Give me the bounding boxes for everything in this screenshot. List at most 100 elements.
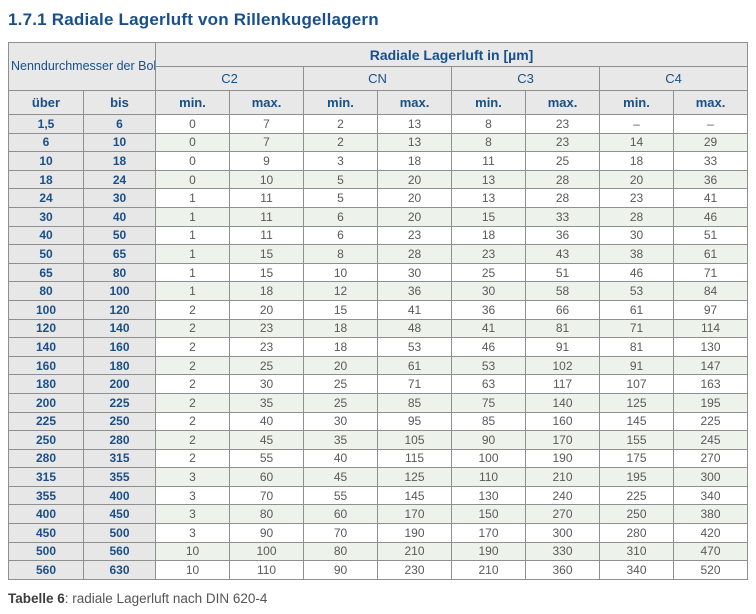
cell-to: 40: [82, 206, 157, 227]
value-cell: 28: [377, 244, 453, 264]
value-cell: 61: [599, 299, 675, 320]
value-cell: 23: [377, 225, 453, 246]
value-cell: 170: [377, 504, 453, 525]
value-cell: 61: [377, 355, 453, 376]
caption-label: Tabelle 6: [8, 590, 65, 606]
value-cell: 190: [377, 523, 453, 543]
value-cell: 45: [303, 467, 379, 487]
value-cell: 245: [673, 430, 749, 450]
table-row: 315 355 3 60 45 125 110 210 195 300: [8, 467, 749, 487]
cell-over: 50: [8, 244, 84, 264]
value-cell: 71: [599, 318, 675, 339]
value-cell: 13: [451, 188, 527, 208]
value-cell: 340: [673, 485, 749, 506]
value-cell: 35: [303, 430, 379, 450]
cell-over: 250: [8, 430, 84, 450]
value-cell: 1: [155, 244, 231, 264]
caption-text: : radiale Lagerluft nach DIN 620-4: [64, 590, 268, 606]
value-cell: 25: [229, 355, 305, 376]
value-cell: 0: [155, 169, 231, 190]
cell-to: 10: [82, 132, 157, 153]
value-cell: 100: [451, 448, 527, 469]
table-header: Nenndurchmesser der Bohrung d [mm] Radia…: [7, 42, 749, 115]
value-cell: 29: [673, 132, 749, 153]
cell-to: 180: [82, 355, 157, 376]
value-cell: 420: [673, 523, 749, 543]
header-c3-min: min.: [451, 90, 527, 115]
value-cell: 280: [599, 523, 675, 543]
table-row: 180 200 2 30 25 71 63 117 107 163: [8, 374, 749, 394]
cell-to: 65: [82, 244, 157, 264]
value-cell: 23: [451, 244, 527, 264]
value-cell: 9: [229, 151, 305, 171]
cell-over: 560: [8, 560, 84, 580]
value-cell: 3: [155, 485, 231, 506]
value-cell: 210: [377, 541, 453, 562]
table-row: 1,5 6 0 7 2 13 8 23– –: [8, 114, 749, 134]
value-cell: 18: [451, 225, 527, 246]
value-cell: 41: [377, 299, 453, 320]
value-cell: 25: [525, 151, 601, 171]
table-row: 280 315 2 55 40 115 100 190 175 270: [8, 448, 749, 469]
value-cell: 48: [377, 318, 453, 339]
table-row: 120 140 2 23 18 48 41 81 71 114: [8, 318, 749, 339]
cell-to: 250: [82, 411, 157, 432]
table-row: 400 450 3 80 60 170 150 270 250 380: [8, 504, 749, 525]
value-cell: 2: [155, 411, 231, 432]
value-cell: 175: [599, 448, 675, 469]
value-cell: 30: [377, 262, 453, 283]
header-cn-max: max.: [377, 90, 453, 115]
value-cell: 81: [525, 318, 601, 339]
cell-over: 355: [8, 485, 84, 506]
value-cell: 20: [377, 169, 453, 190]
value-cell: 3: [155, 523, 231, 543]
value-cell: 11: [451, 151, 527, 171]
cell-to: 450: [82, 504, 157, 525]
value-cell: 7: [229, 132, 305, 153]
value-cell: 110: [451, 467, 527, 487]
value-cell: 97: [673, 299, 749, 320]
value-cell: 10: [155, 541, 231, 562]
value-cell: 0: [155, 114, 231, 134]
value-cell: 30: [599, 225, 675, 246]
value-cell: 84: [673, 281, 749, 301]
value-cell: 195: [673, 392, 749, 413]
cell-over: 400: [8, 504, 84, 525]
cell-to: 18: [82, 151, 157, 171]
cell-to: 400: [82, 485, 157, 506]
value-cell: 1: [155, 225, 231, 246]
value-cell: 20: [377, 206, 453, 227]
value-cell: 2: [155, 355, 231, 376]
value-cell: 43: [525, 244, 601, 264]
cell-over: 6: [8, 132, 84, 153]
table-body: 1,5 6 0 7 2 13 8 23– –6 10 0 7 2 13 8 23 14 29 10 18 0 9 3 18 11…: [8, 114, 749, 580]
value-cell: 13: [451, 169, 527, 190]
value-cell: 6: [303, 225, 379, 246]
value-cell: 310: [599, 541, 675, 562]
value-cell: 23: [525, 132, 601, 153]
value-cell: 71: [377, 374, 453, 394]
value-cell: 150: [451, 504, 527, 525]
value-cell: 20: [303, 355, 379, 376]
value-cell: 23: [599, 188, 675, 208]
value-cell: 71: [673, 262, 749, 283]
value-cell: 145: [377, 485, 453, 506]
value-cell: 36: [525, 225, 601, 246]
value-cell: 85: [451, 411, 527, 432]
cell-over: 65: [8, 262, 84, 283]
value-cell: 58: [525, 281, 601, 301]
header-group-c4: C4: [599, 66, 749, 91]
value-cell: 170: [525, 430, 601, 450]
value-cell: 51: [673, 225, 749, 246]
value-cell: 95: [377, 411, 453, 432]
value-cell: 110: [229, 560, 305, 580]
value-cell: 63: [451, 374, 527, 394]
value-cell: 55: [229, 448, 305, 469]
value-cell: 25: [303, 392, 379, 413]
value-cell: 13: [377, 114, 453, 134]
table-row: 30 40 1 11 6 20 15 33 28 46: [8, 206, 749, 227]
value-cell: 28: [525, 188, 601, 208]
value-cell: 10: [229, 169, 305, 190]
value-cell: 130: [451, 485, 527, 506]
value-cell: 3: [155, 504, 231, 525]
